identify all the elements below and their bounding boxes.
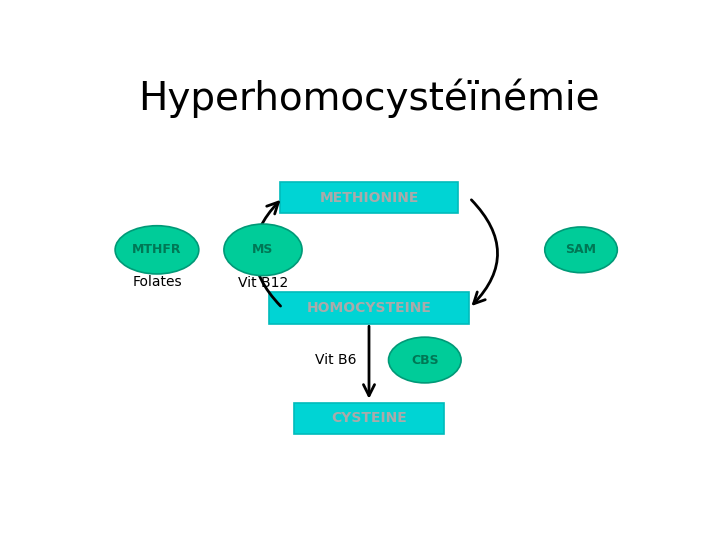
FancyBboxPatch shape <box>279 183 458 213</box>
FancyBboxPatch shape <box>269 293 469 323</box>
Text: METHIONINE: METHIONINE <box>319 191 419 205</box>
Text: Vit B6: Vit B6 <box>315 353 356 367</box>
Text: MTHFR: MTHFR <box>132 244 181 256</box>
Ellipse shape <box>224 224 302 275</box>
Text: Folates: Folates <box>132 275 181 289</box>
Text: Hyperhomocystéïnémie: Hyperhomocystéïnémie <box>138 78 600 118</box>
Ellipse shape <box>545 227 617 273</box>
Text: MS: MS <box>252 244 274 256</box>
Text: SAM: SAM <box>565 244 597 256</box>
Text: HOMOCYSTEINE: HOMOCYSTEINE <box>307 301 431 315</box>
FancyBboxPatch shape <box>294 403 444 434</box>
Text: CYSTEINE: CYSTEINE <box>331 411 407 425</box>
Ellipse shape <box>389 337 461 383</box>
Text: Vit B12: Vit B12 <box>238 276 288 290</box>
Text: CBS: CBS <box>411 354 438 367</box>
Ellipse shape <box>115 226 199 274</box>
